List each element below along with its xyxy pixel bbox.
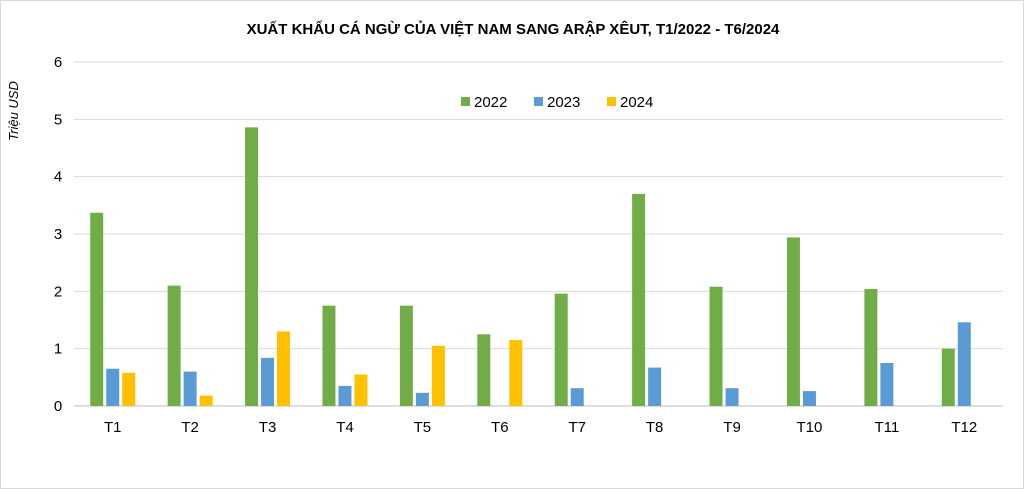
bar-2023-T8	[648, 367, 662, 406]
bar-2023-T7	[570, 388, 584, 406]
bar-2024-T3	[277, 331, 291, 406]
legend: 2022 2023 2024	[461, 94, 653, 111]
chart-title: XUẤT KHẨU CÁ NGỪ CỦA VIỆT NAM SANG ARẬP …	[247, 20, 780, 38]
x-tick-label: T1	[104, 419, 122, 436]
legend-label-2023: 2023	[547, 94, 580, 111]
y-tick-label: 1	[54, 341, 62, 358]
y-tick-label: 3	[54, 226, 62, 243]
bar-2023-T4	[338, 385, 352, 406]
bar-2024-T4	[354, 374, 368, 406]
bar-2022-T11	[864, 289, 878, 406]
bar-2024-T6	[509, 340, 523, 406]
bar-2022-T5	[399, 305, 413, 406]
legend-swatch-2022	[461, 97, 470, 106]
bar-2022-T9	[709, 286, 723, 406]
gridlines	[74, 61, 1003, 407]
x-tick-label: T11	[875, 419, 900, 436]
x-tick-label: T9	[723, 419, 741, 436]
y-axis-label: Triệu USD	[6, 81, 21, 141]
x-tick-label: T10	[797, 419, 823, 436]
x-tick-label: T12	[951, 419, 977, 436]
legend-swatch-2024	[607, 97, 616, 106]
bar-2022-T12	[941, 348, 955, 406]
bar-2024-T2	[199, 395, 213, 406]
y-axis-ticks: 0 1 2 3 4 5 6	[54, 54, 62, 415]
y-tick-label: 6	[54, 54, 62, 71]
bar-2022-T4	[322, 305, 336, 406]
bar-2024-T1	[122, 372, 136, 406]
bar-2022-T2	[167, 285, 181, 406]
bar-2022-T7	[554, 293, 568, 406]
x-axis-ticks: T1 T2 T3 T4 T5 T6 T7 T8 T9 T10 T11 T12	[104, 419, 977, 436]
y-tick-label: 4	[54, 169, 62, 186]
x-tick-label: T7	[568, 419, 586, 436]
x-tick-label: T4	[336, 419, 354, 436]
bar-2022-T3	[245, 127, 259, 407]
x-tick-label: T8	[646, 419, 664, 436]
legend-label-2022: 2022	[474, 94, 507, 111]
bar-2023-T10	[802, 391, 816, 406]
bar-2024-T5	[431, 345, 445, 406]
x-tick-label: T6	[491, 419, 509, 436]
bar-2023-T2	[183, 371, 197, 406]
bar-2023-T3	[261, 357, 275, 406]
bars	[90, 127, 971, 407]
y-tick-label: 0	[54, 398, 62, 415]
bar-2022-T1	[90, 212, 104, 406]
x-tick-label: T2	[181, 419, 199, 436]
legend-swatch-2023	[534, 97, 543, 106]
bar-2023-T9	[725, 388, 739, 406]
legend-label-2024: 2024	[620, 94, 653, 111]
x-tick-label: T5	[414, 419, 432, 436]
y-tick-label: 2	[54, 283, 62, 300]
bar-2022-T8	[632, 193, 646, 406]
bar-2023-T5	[415, 392, 429, 406]
bar-2022-T10	[786, 237, 800, 406]
bar-2023-T12	[957, 322, 971, 406]
x-tick-label: T3	[259, 419, 277, 436]
bar-2023-T1	[106, 368, 120, 406]
bar-2022-T6	[477, 334, 491, 406]
bar-2023-T11	[880, 363, 894, 406]
y-tick-label: 5	[54, 111, 62, 128]
